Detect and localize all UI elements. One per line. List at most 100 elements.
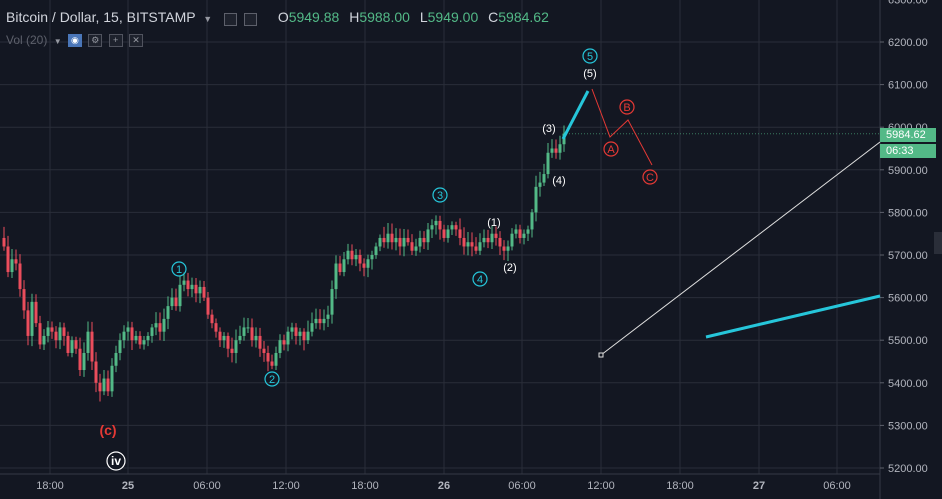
candle-down [174, 297, 178, 307]
candle-down [202, 286, 206, 298]
close-icon[interactable]: ✕ [129, 34, 143, 48]
bar-countdown-tag: 06:33 [880, 144, 936, 158]
candle-up [546, 152, 550, 175]
eye-icon[interactable]: ◉ [67, 34, 82, 48]
wave-label-iv: iv [111, 454, 121, 468]
candle-up [234, 340, 238, 353]
candle-down [258, 335, 262, 349]
candle-up [310, 323, 314, 332]
wave-label-B: B [623, 102, 630, 114]
candle-down [18, 263, 22, 290]
candle-down [130, 327, 134, 341]
wave-label-4-circle [472, 271, 488, 287]
candle-up [286, 331, 290, 345]
candle-up [82, 352, 86, 371]
candle-down [502, 246, 506, 251]
candle-down [486, 237, 490, 243]
candle-down [78, 348, 82, 371]
legend-controls [224, 10, 260, 27]
candle-down [66, 335, 70, 353]
volume-label[interactable]: Vol (20) [6, 33, 48, 47]
candle-down [270, 361, 274, 366]
candle-up [450, 225, 454, 230]
candle-up [530, 212, 534, 230]
wave-label-4: (4) [552, 175, 565, 187]
symbol-legend[interactable]: Bitcoin / Dollar, 15, BITSTAMP ▼ O5949.8… [6, 9, 549, 27]
candle-up [274, 352, 278, 366]
candle-down [206, 297, 210, 315]
candle-down [138, 335, 142, 345]
candle-up [490, 233, 494, 243]
candle-down [438, 220, 442, 230]
candle-down [458, 229, 462, 238]
low-value: 5949.00 [427, 9, 479, 25]
candle-down [422, 237, 426, 243]
wave-5-projection-line [561, 90, 590, 140]
candle-up [314, 318, 318, 324]
candle-down [54, 331, 58, 341]
open-value: 5949.88 [288, 9, 340, 25]
chevron-down-icon[interactable]: ▼ [203, 14, 213, 24]
candle-down [34, 301, 38, 324]
candle-up [114, 352, 118, 366]
wave-label-3: (3) [542, 123, 555, 135]
volume-legend[interactable]: Vol (20) ▼ ◉ ⚙ + ✕ [6, 33, 143, 48]
trend-line-anchor[interactable] [598, 352, 604, 358]
candle-down [410, 242, 414, 251]
candle-down [470, 242, 474, 247]
wave-label-3: 3 [437, 190, 443, 202]
candle-down [226, 335, 230, 349]
candle-up [526, 229, 530, 234]
candle-up [110, 365, 114, 392]
time-axis-label: 25 [122, 480, 134, 492]
candle-up [118, 340, 122, 353]
time-axis-label: 06:00 [193, 480, 221, 492]
candle-down [554, 148, 558, 153]
candle-up [30, 301, 34, 336]
candle-down [186, 280, 190, 290]
close-icon[interactable] [243, 13, 257, 27]
candle-down [94, 361, 98, 383]
candle-up [238, 335, 242, 341]
time-axis-label: 18:00 [36, 480, 64, 492]
candle-down [362, 263, 366, 268]
candle-down [22, 289, 26, 311]
time-axis-label: 12:00 [587, 480, 615, 492]
candle-down [50, 327, 54, 332]
candle-up [70, 340, 74, 353]
time-axis-label: 06:00 [508, 480, 536, 492]
wave-label-2-circle [264, 371, 280, 387]
candle-up [394, 237, 398, 243]
time-axis-label: 26 [438, 480, 450, 492]
close-value: 5984.62 [498, 9, 549, 25]
symbol-title[interactable]: Bitcoin / Dollar, 15, BITSTAMP [6, 9, 196, 25]
wave-label-5-circle [582, 48, 598, 64]
candle-up [322, 318, 326, 324]
candle-down [266, 352, 270, 362]
price-axis-label: 5800.00 [888, 207, 928, 219]
candle-up [162, 318, 166, 332]
open-label: O [277, 9, 289, 25]
candle-up [58, 327, 62, 341]
candle-up [146, 335, 150, 341]
candle-up [306, 331, 310, 341]
candle-up [330, 289, 334, 315]
candle-down [390, 233, 394, 243]
price-axis-label: 6100.00 [888, 80, 928, 92]
candle-up [126, 327, 130, 332]
candle-up [366, 259, 370, 268]
candle-up [222, 335, 226, 341]
wave-label-4: 4 [477, 274, 483, 286]
plus-icon[interactable]: + [108, 34, 123, 48]
candle-up [190, 284, 194, 290]
wave-label-1: 1 [176, 264, 182, 276]
settings-icon[interactable] [224, 13, 238, 27]
time-axis-label: 27 [753, 480, 765, 492]
chevron-down-icon[interactable]: ▼ [53, 37, 62, 46]
scroll-handle[interactable] [934, 232, 942, 254]
settings-icon[interactable]: ⚙ [88, 34, 103, 48]
trend-line-cyan [705, 294, 881, 339]
candle-down [494, 233, 498, 238]
